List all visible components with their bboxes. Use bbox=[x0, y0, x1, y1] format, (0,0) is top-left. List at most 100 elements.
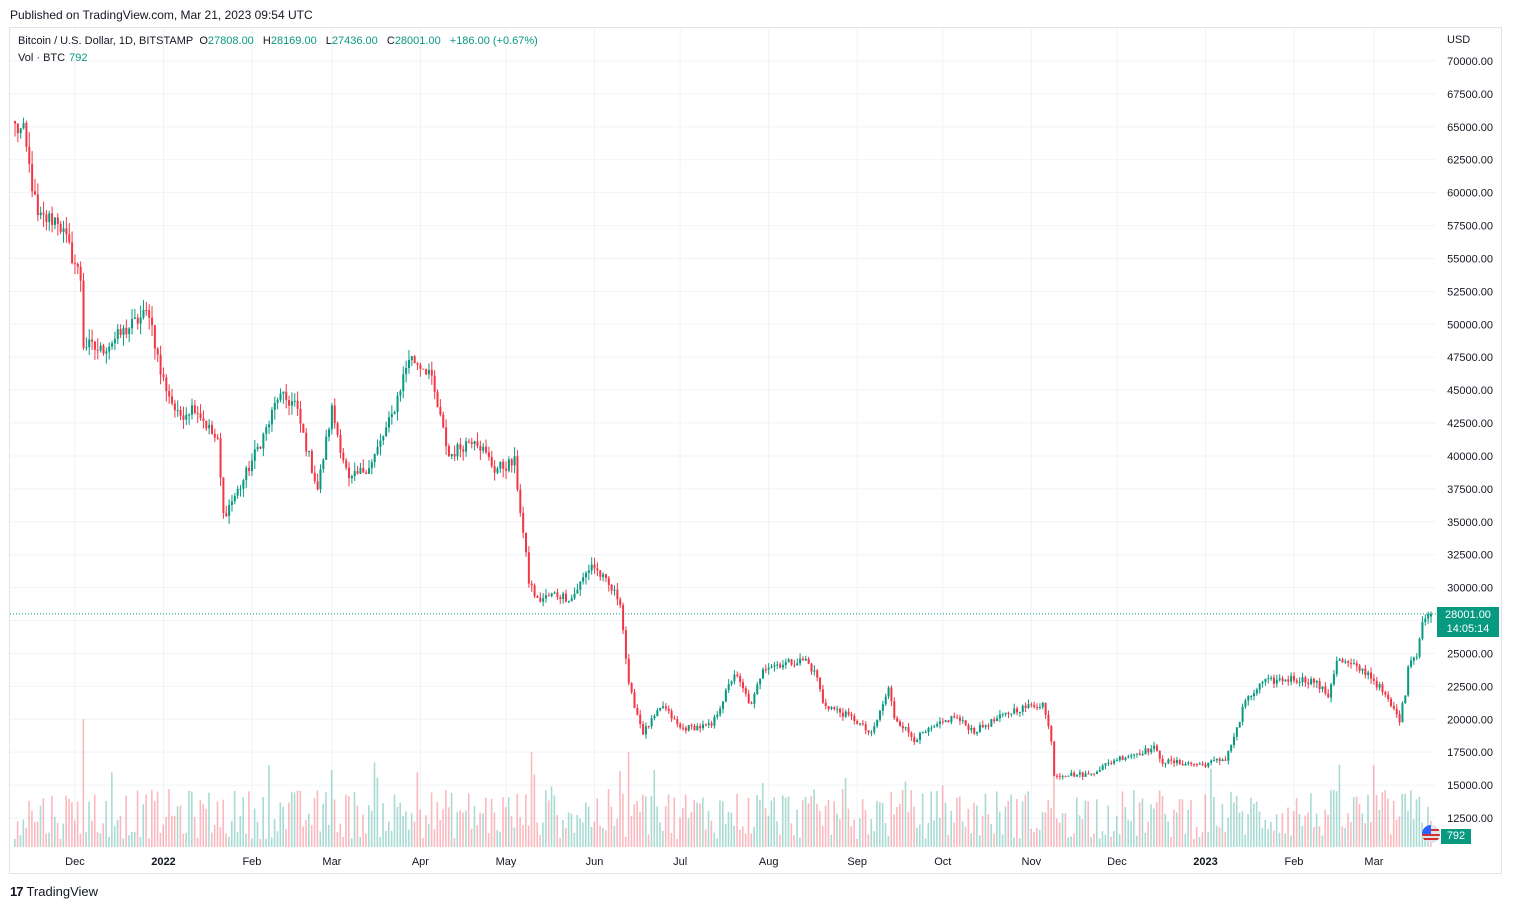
candle bbox=[893, 697, 896, 720]
volume-bar bbox=[216, 801, 219, 847]
volume-label: Vol · BTC bbox=[18, 52, 66, 64]
volume-bar bbox=[1044, 812, 1047, 847]
candle bbox=[113, 331, 116, 351]
volume-bar bbox=[482, 813, 484, 847]
price-chart[interactable]: 70000.00 67500.00 65000.00 62500.00 60000.00… bbox=[0, 0, 1513, 880]
volume-bar bbox=[564, 827, 567, 847]
volume-bar bbox=[784, 797, 787, 847]
volume-bar bbox=[839, 819, 841, 847]
volume-bar bbox=[345, 794, 347, 847]
volume-bar bbox=[1367, 794, 1369, 847]
candle bbox=[853, 713, 856, 725]
volume-bar bbox=[859, 818, 861, 847]
volume-bar bbox=[407, 829, 410, 847]
candle bbox=[1024, 702, 1027, 713]
candle bbox=[816, 668, 819, 682]
volume-bar bbox=[896, 807, 898, 847]
volume-bar bbox=[168, 789, 170, 847]
volume-bar bbox=[1078, 815, 1081, 847]
volume-bar bbox=[1247, 814, 1249, 847]
candle bbox=[1104, 763, 1107, 770]
candle bbox=[1412, 656, 1415, 665]
volume-bar bbox=[1235, 795, 1238, 847]
candle bbox=[1130, 753, 1133, 760]
candle bbox=[153, 325, 156, 360]
candle bbox=[542, 593, 545, 607]
volume-bar bbox=[236, 832, 239, 847]
candle bbox=[699, 723, 702, 733]
candle bbox=[582, 572, 585, 585]
candle bbox=[559, 594, 562, 605]
candle bbox=[382, 435, 385, 446]
volume-bar bbox=[756, 795, 758, 847]
volume-bar bbox=[373, 762, 376, 847]
candle bbox=[1207, 762, 1210, 769]
candle bbox=[1429, 611, 1433, 623]
volume-bar bbox=[122, 838, 125, 847]
candle bbox=[293, 393, 296, 407]
volume-bar bbox=[799, 837, 801, 847]
volume-bar bbox=[1210, 768, 1212, 847]
volume-bar bbox=[445, 790, 447, 847]
candle bbox=[425, 368, 428, 376]
price-axis[interactable]: 70000.00 67500.00 65000.00 62500.00 60000.00… bbox=[1447, 56, 1493, 825]
volume-bar bbox=[185, 832, 187, 847]
volume-bar bbox=[656, 806, 658, 847]
volume-bar bbox=[85, 832, 87, 847]
candle bbox=[970, 724, 973, 734]
volume-bar bbox=[1004, 806, 1007, 847]
volume-bar bbox=[1215, 825, 1218, 847]
candle bbox=[1384, 690, 1387, 698]
volume-bar bbox=[485, 797, 487, 847]
candle bbox=[422, 368, 425, 370]
volume-bar bbox=[750, 833, 753, 847]
time-axis[interactable]: Dec 2022 Feb Mar Apr May Jun Jul Aug Sep Oct Nov Dec… bbox=[65, 856, 1384, 868]
candle bbox=[570, 594, 573, 602]
time-tick-label: May bbox=[496, 856, 517, 868]
candle bbox=[328, 427, 331, 442]
us-flag-icon bbox=[1422, 825, 1440, 843]
volume-bar bbox=[1138, 802, 1141, 847]
volume-bar bbox=[250, 838, 253, 847]
candle bbox=[779, 662, 782, 669]
price-tick-label: 12500.00 bbox=[1447, 813, 1493, 825]
candle bbox=[1124, 756, 1127, 762]
symbol-legend: Bitcoin / U.S. Dollar, 1D, BITSTAMP O278… bbox=[18, 35, 544, 47]
volume-bar bbox=[987, 814, 990, 847]
candle bbox=[1270, 675, 1273, 681]
candle bbox=[1010, 713, 1013, 717]
time-tick-label: Feb bbox=[242, 856, 261, 868]
volume-bar bbox=[293, 792, 296, 847]
candle bbox=[273, 396, 276, 420]
candle bbox=[285, 384, 288, 409]
candle bbox=[499, 461, 502, 473]
volume-bar bbox=[687, 818, 690, 847]
currency-label[interactable]: USD bbox=[1447, 34, 1471, 46]
candle bbox=[1193, 763, 1196, 767]
volume-bar bbox=[333, 799, 336, 847]
candle bbox=[519, 483, 522, 517]
volume-bar bbox=[522, 825, 524, 847]
candle bbox=[193, 400, 196, 415]
volume-bar bbox=[496, 830, 499, 847]
candle bbox=[1355, 660, 1358, 672]
volume-bar bbox=[499, 831, 501, 847]
candle bbox=[268, 420, 271, 434]
volume-bar bbox=[642, 794, 644, 847]
candle bbox=[413, 354, 416, 364]
candle bbox=[1058, 772, 1061, 780]
candle bbox=[1115, 757, 1118, 762]
volume-bar bbox=[739, 829, 741, 847]
footer-brand[interactable]: 17 TradingView bbox=[10, 884, 98, 899]
candle bbox=[299, 400, 302, 433]
volume-bar bbox=[219, 827, 222, 847]
volume-bar bbox=[1218, 827, 1221, 847]
volume-bar bbox=[405, 811, 407, 847]
candle bbox=[336, 421, 339, 438]
volume-bar bbox=[584, 802, 587, 847]
candle bbox=[165, 374, 168, 402]
candle bbox=[616, 583, 619, 606]
volume-bar bbox=[1310, 793, 1312, 847]
volume-bar bbox=[290, 791, 293, 847]
candle bbox=[727, 679, 730, 693]
